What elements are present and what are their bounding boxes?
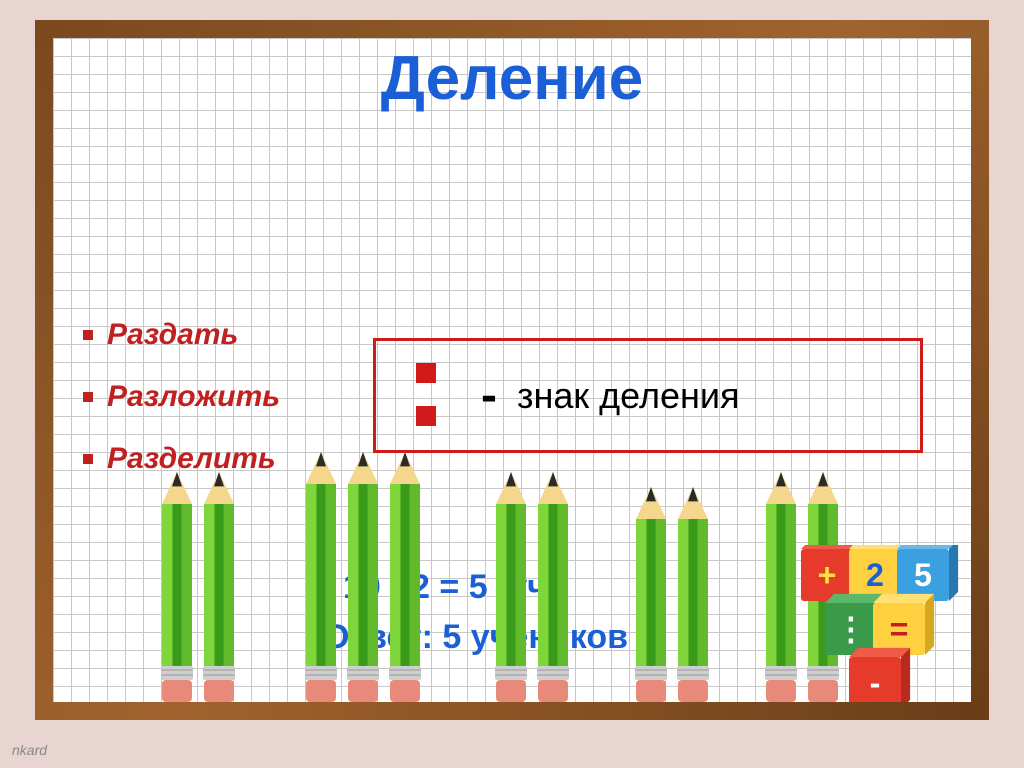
division-sign-box: - знак деления [373, 338, 923, 453]
pencil-icon [345, 452, 381, 702]
bullet-item: Раздать [83, 318, 280, 352]
pencil-icon [675, 487, 711, 702]
board-frame: Деление Раздать Разложить Разделить - зн… [35, 20, 989, 720]
pencil-icon [535, 472, 571, 702]
pencil-icon [493, 472, 529, 702]
pencil-icon [763, 472, 799, 702]
svg-text:-: - [870, 665, 881, 701]
watermark: nkard [12, 742, 47, 758]
pencil-icon [159, 472, 195, 702]
svg-text:=: = [890, 611, 909, 647]
svg-text:+: + [818, 557, 837, 593]
bullet-label: Разделить [107, 442, 276, 476]
svg-text:5: 5 [914, 557, 932, 593]
bullet-dot-icon [83, 392, 93, 402]
page-title: Деление [53, 43, 971, 114]
bullet-label: Раздать [107, 318, 238, 352]
pencil-icon [303, 452, 339, 702]
dash-symbol: - [481, 368, 497, 423]
bullet-label: Разложить [107, 380, 280, 414]
bullet-dot-icon [83, 330, 93, 340]
pencil-icon [201, 472, 237, 702]
colon-icon [396, 351, 456, 441]
colon-dot-bottom [416, 406, 436, 426]
pencil-icon [633, 487, 669, 702]
pencil-icon [387, 452, 423, 702]
colon-dot-top [416, 363, 436, 383]
sign-label: знак деления [517, 375, 740, 417]
cubes-group: + 2 5 ⋮ = - [796, 545, 961, 710]
svg-text:⋮: ⋮ [835, 611, 867, 647]
svg-text:2: 2 [866, 557, 884, 593]
bullet-dot-icon [83, 454, 93, 464]
bullet-item: Разделить [83, 442, 280, 476]
bullet-item: Разложить [83, 380, 280, 414]
